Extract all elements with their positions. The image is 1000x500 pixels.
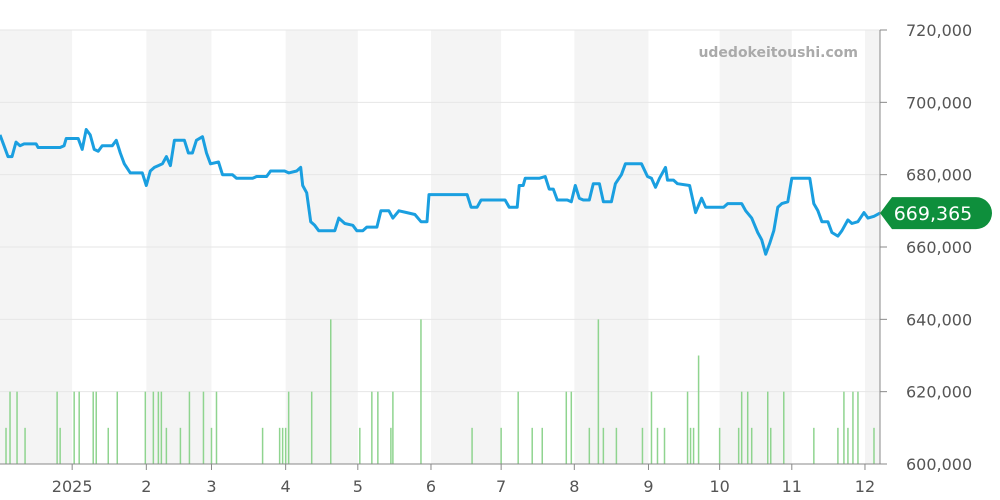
y-axis-ticks: 600,000 620,000 640,000 660,000 680,000 700,0… <box>880 21 972 474</box>
x-tick-label: 12 <box>855 477 875 496</box>
price-line <box>0 128 881 256</box>
y-tick-label: 640,000 <box>906 310 972 329</box>
x-tick-label: 6 <box>426 477 436 496</box>
current-value-label: 669,365 <box>894 203 973 225</box>
y-tick-label: 720,000 <box>906 21 972 40</box>
y-tick-label: 680,000 <box>906 166 972 185</box>
current-value-badge-shape <box>880 197 992 230</box>
y-tick-label: 700,000 <box>906 93 972 112</box>
x-tick-label: 11 <box>782 477 802 496</box>
current-value-badge: 669,365 <box>880 197 992 230</box>
x-tick-label: 3 <box>206 477 216 496</box>
x-axis-ticks: 2025 2 3 4 5 6 7 8 9 10 11 12 <box>52 464 875 496</box>
volume-bars <box>5 319 875 464</box>
x-tick-label: 8 <box>569 477 579 496</box>
y-tick-label: 660,000 <box>906 238 972 257</box>
x-tick-label: 7 <box>496 477 506 496</box>
x-tick-label: 2025 <box>52 477 93 496</box>
x-tick-label: 4 <box>281 477 291 496</box>
y-tick-label: 620,000 <box>906 383 972 402</box>
y-tick-label: 600,000 <box>906 455 972 474</box>
watermark: udedokeitoushi.com <box>698 45 858 61</box>
x-tick-label: 10 <box>709 477 729 496</box>
x-tick-label: 9 <box>643 477 653 496</box>
x-tick-label: 5 <box>353 477 363 496</box>
x-tick-label: 2 <box>141 477 151 496</box>
